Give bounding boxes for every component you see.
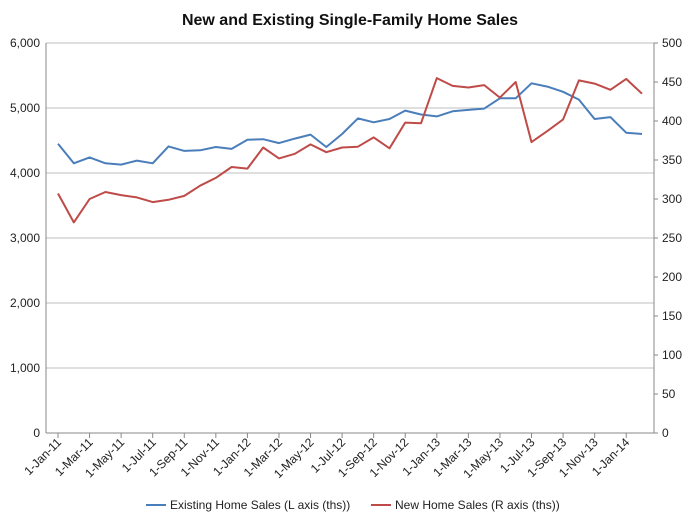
series-line-new-home-sales <box>57 77 643 224</box>
y-left-tick-label: 6,000 <box>10 36 40 50</box>
y-left-tick-label: 1,000 <box>10 361 40 375</box>
series-lines <box>57 77 643 224</box>
y-left-tick-label: 4,000 <box>10 166 40 180</box>
y-right-tick-label: 50 <box>662 387 676 401</box>
y-right-tick-label: 200 <box>662 270 682 284</box>
y-right-tick-label: 0 <box>662 426 669 440</box>
y-right-tick-label: 300 <box>662 192 682 206</box>
y-right-tick-label: 150 <box>662 309 682 323</box>
legend-label: New Home Sales (R axis (ths)) <box>395 498 560 512</box>
y-left-tick-label: 2,000 <box>10 296 40 310</box>
y-left-tick-label: 0 <box>33 426 40 440</box>
y-left-tick-label: 3,000 <box>10 231 40 245</box>
gridlines <box>46 42 654 369</box>
chart-title: New and Existing Single-Family Home Sale… <box>182 12 518 29</box>
legend-label: Existing Home Sales (L axis (ths)) <box>170 498 350 512</box>
y-right-tick-label: 100 <box>662 348 682 362</box>
y-right-tick-label: 450 <box>662 75 682 89</box>
y-right-tick-label: 350 <box>662 153 682 167</box>
y-right-tick-label: 400 <box>662 114 682 128</box>
series-line-existing-home-sales <box>57 82 643 166</box>
y-left-tick-label: 5,000 <box>10 101 40 115</box>
y-right-tick-label: 500 <box>662 36 682 50</box>
legend: Existing Home Sales (L axis (ths)) New Ho… <box>146 498 560 512</box>
y-right-tick-label: 250 <box>662 231 682 245</box>
